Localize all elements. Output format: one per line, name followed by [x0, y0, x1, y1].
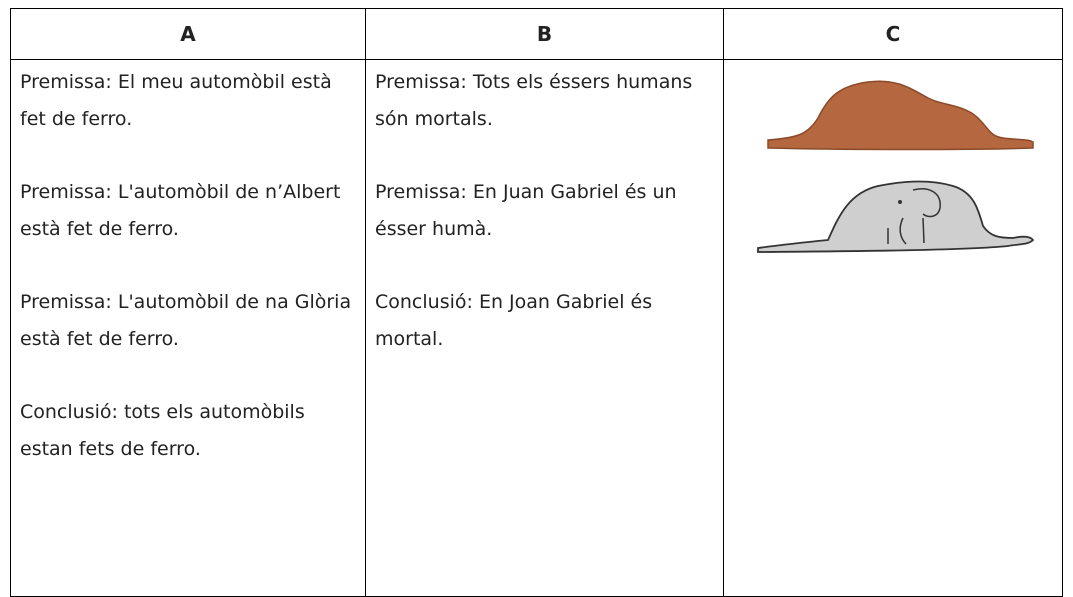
cell: Premissa: El meu automòbil està fet de f…	[10, 59, 366, 597]
paragraph: Conclusió: En Joan Gabriel és mortal.	[375, 291, 653, 350]
elephant-eye	[898, 200, 902, 204]
column-header: C	[723, 8, 1063, 60]
paragraph: Premissa: En Juan Gabriel és un ésser hu…	[375, 181, 677, 240]
paragraph: Premissa: L'automòbil de n’Albert està f…	[20, 181, 341, 240]
comparison-table: A B C Premissa: El meu automòbil està fe…	[10, 8, 1063, 597]
paragraph: Conclusió: tots els automòbils estan fet…	[20, 401, 305, 460]
column-header: B	[365, 8, 724, 60]
header-row: A B C	[10, 8, 1063, 60]
boa-illustration	[757, 80, 1035, 253]
image-cell	[723, 59, 1063, 597]
cell: Premissa: Tots els éssers humans són mor…	[365, 59, 724, 597]
paragraph: Premissa: Tots els éssers humans són mor…	[375, 71, 693, 130]
page: {"table": { "headers": ["A", "B", "C"], …	[10, 8, 1063, 597]
elephant-detail	[887, 188, 941, 245]
hat-shape	[767, 80, 1034, 151]
body-row: Premissa: El meu automòbil està fet de f…	[10, 59, 1063, 597]
paragraph: Premissa: L'automòbil de na Glòria està …	[20, 291, 352, 350]
column-header: A	[10, 8, 366, 60]
boa-elephant	[757, 180, 1035, 253]
paragraph: Premissa: El meu automòbil està fet de f…	[20, 71, 332, 130]
